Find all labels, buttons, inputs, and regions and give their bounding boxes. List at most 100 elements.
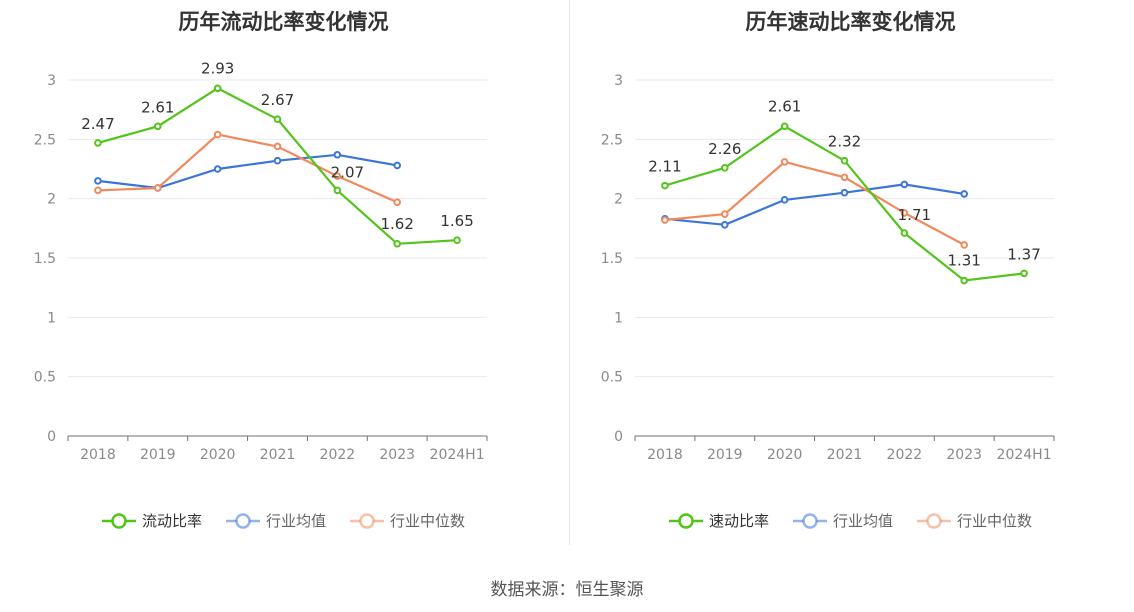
y-tick-label: 0.5 — [34, 370, 56, 386]
data-point — [273, 156, 282, 165]
data-point — [333, 150, 342, 159]
data-label: 2.47 — [81, 115, 114, 133]
data-point — [780, 158, 789, 166]
y-tick-label: 1.5 — [34, 251, 56, 267]
data-point — [840, 173, 849, 182]
data-point — [333, 172, 342, 180]
data-label: 2.11 — [648, 158, 681, 176]
data-point — [393, 239, 402, 248]
legend-item[interactable]: 行业中位数 — [917, 510, 1032, 531]
data-point — [661, 216, 669, 224]
x-tick-label: 2023 — [379, 447, 415, 463]
y-tick-label: 3 — [47, 73, 56, 89]
x-tick-label: 2020 — [767, 447, 803, 463]
chart-panel-quick-ratio: 历年速动比率变化情况 0 0.5 1 1.5 2 2.5 3 2018 2019 2020 2021… — [567, 0, 1134, 560]
series-line — [664, 183, 965, 226]
series-line — [97, 153, 398, 190]
data-point — [900, 209, 909, 217]
chart-legend: 速动比率 行业均值 行业中位数 — [567, 510, 1134, 531]
y-tick-label: 0 — [47, 429, 56, 445]
legend-item[interactable]: 速动比率 — [668, 510, 769, 531]
legend-marker-icon — [101, 512, 136, 529]
chart-title: 历年速动比率变化情况 — [745, 10, 956, 34]
data-point — [273, 115, 282, 123]
x-tick-label: 2023 — [946, 447, 982, 463]
legend-marker-icon — [917, 512, 951, 529]
x-tick-label: 2018 — [647, 447, 683, 463]
data-point — [960, 190, 969, 198]
data-point — [780, 196, 789, 204]
data-point — [840, 156, 849, 165]
data-label: 2.61 — [141, 98, 174, 116]
legend-label: 行业均值 — [832, 512, 893, 530]
legend-marker-icon — [225, 512, 260, 529]
series-line — [664, 160, 965, 246]
x-tick-label: 2022 — [320, 447, 356, 463]
chart-legend: 流动比率 行业均值 行业中位数 — [0, 510, 567, 531]
legend-item[interactable]: 行业中位数 — [350, 510, 465, 531]
data-point — [393, 198, 402, 207]
data-point — [153, 184, 162, 192]
data-point — [900, 180, 909, 189]
x-tick-label: 2019 — [707, 447, 743, 463]
data-point — [213, 165, 222, 173]
x-tick-label: 2022 — [887, 447, 923, 463]
legend-label: 行业中位数 — [957, 512, 1033, 530]
line-chart-quick-ratio: 0 0.5 1 1.5 2 2.5 3 2018 2019 2020 2021 2022 2023 202… — [601, 73, 1055, 463]
data-label: 1.31 — [948, 252, 981, 270]
data-label: 1.62 — [381, 215, 414, 233]
data-point — [153, 122, 162, 131]
legend-item[interactable]: 流动比率 — [101, 510, 202, 531]
series-line — [97, 133, 398, 204]
data-point — [900, 229, 909, 237]
legend-marker-icon — [792, 512, 827, 529]
y-tick-label: 2.5 — [601, 132, 623, 148]
data-label: 2.61 — [768, 97, 801, 115]
x-tick-label: 2021 — [260, 447, 296, 463]
data-point — [333, 186, 342, 195]
legend-item[interactable]: 行业均值 — [225, 510, 326, 531]
x-tick-label: 2024H1 — [430, 447, 485, 463]
chart-panel-current-ratio: 历年流动比率变化情况 0 0.5 1 1.5 2 2.5 3 2018 2019 2020 2021… — [0, 0, 567, 560]
data-point — [213, 84, 222, 93]
data-point — [393, 161, 402, 170]
legend-label: 行业均值 — [265, 512, 326, 530]
data-label: 2.07 — [331, 163, 364, 181]
legend-item[interactable]: 行业均值 — [792, 510, 893, 531]
data-point — [780, 122, 789, 131]
data-point — [94, 177, 102, 185]
data-point — [453, 236, 461, 244]
y-tick-label: 1 — [614, 310, 623, 326]
y-tick-label: 3 — [614, 73, 623, 89]
data-point — [960, 241, 969, 249]
data-label: 2.67 — [261, 91, 294, 109]
data-point — [273, 142, 282, 151]
line-chart-current-ratio: 0 0.5 1 1.5 2 2.5 3 2018 2019 2020 2021 2022 2023 202… — [34, 59, 488, 463]
x-tick-label: 2019 — [140, 447, 176, 463]
legend-marker-icon — [350, 512, 384, 529]
y-tick-label: 0 — [614, 429, 623, 445]
legend-label: 流动比率 — [141, 512, 202, 530]
data-point — [1020, 269, 1028, 278]
data-point — [94, 186, 102, 195]
data-label: 2.26 — [708, 140, 741, 158]
data-point — [840, 188, 849, 197]
legend-label: 行业中位数 — [390, 512, 466, 530]
panel-divider — [569, 0, 570, 545]
data-label: 1.65 — [440, 212, 473, 230]
data-point — [94, 139, 102, 147]
y-tick-label: 1.5 — [601, 251, 623, 267]
data-label: 1.71 — [898, 206, 931, 224]
y-tick-label: 2.5 — [34, 132, 56, 148]
y-tick-label: 2 — [47, 192, 56, 208]
data-point — [720, 164, 729, 172]
data-point — [213, 130, 222, 139]
x-tick-label: 2024H1 — [997, 447, 1052, 463]
data-point — [960, 276, 969, 285]
x-tick-label: 2018 — [80, 447, 116, 463]
y-tick-label: 0.5 — [601, 370, 623, 386]
x-tick-label: 2020 — [200, 447, 236, 463]
chart-title: 历年流动比率变化情况 — [178, 10, 389, 34]
data-point — [720, 210, 729, 218]
data-source-label: 数据来源：恒生聚源 — [490, 580, 644, 600]
